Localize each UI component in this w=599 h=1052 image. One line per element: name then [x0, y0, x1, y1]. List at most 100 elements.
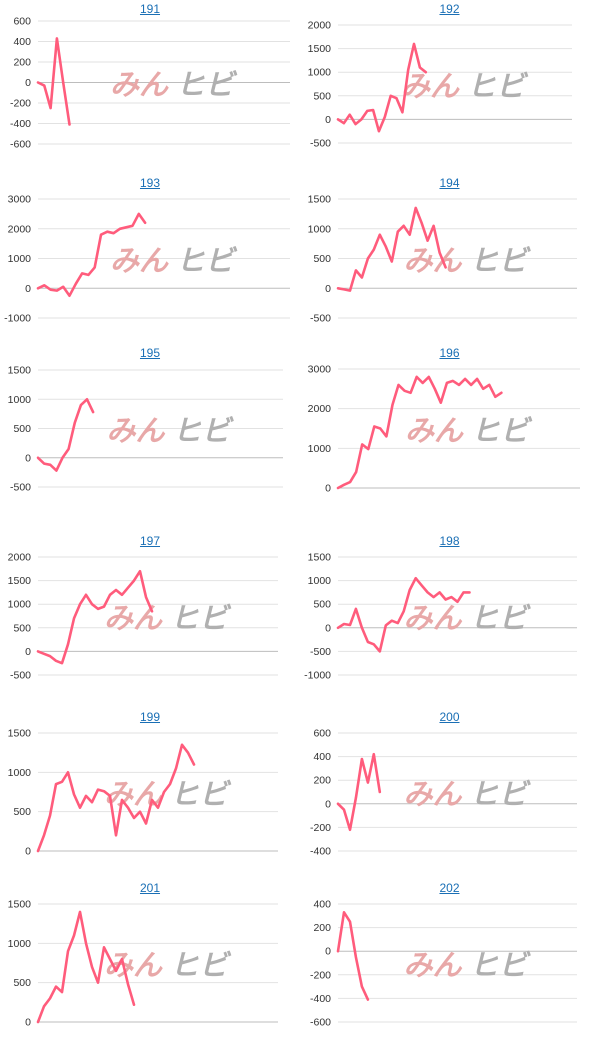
y-tick-label: 500: [13, 622, 31, 634]
chart-title-link[interactable]: 202: [439, 881, 460, 895]
watermark-logo: みん ヒビ: [405, 414, 533, 448]
y-tick-label: 0: [325, 483, 331, 495]
watermark-logo: みん ヒビ: [403, 244, 531, 278]
y-tick-label: 0: [25, 846, 31, 858]
watermark-logo: みん ヒビ: [403, 948, 531, 982]
y-tick-label: 1000: [308, 223, 332, 235]
chart-193: 193 3000 2000 1000 0 -1000 みん ヒビ: [0, 176, 300, 325]
y-tick-label: 1000: [8, 767, 32, 779]
series-line: [336, 206, 447, 292]
y-tick-label: 0: [325, 114, 331, 126]
y-tick-label: -400: [310, 846, 331, 858]
series-line: [336, 910, 370, 1001]
chart-title-link[interactable]: 192: [439, 2, 460, 16]
y-tick-label: 1500: [8, 899, 32, 911]
y-tick-label: 600: [13, 16, 31, 28]
y-tick-label: -500: [10, 670, 31, 682]
chart-192: 192 2000 1500 1000 500 0 -500 みん ヒビ: [300, 2, 599, 150]
y-tick-label: 0: [25, 646, 31, 658]
y-tick-label: -500: [310, 646, 331, 658]
y-tick-label: 0: [25, 283, 31, 295]
watermark-left: みん: [401, 69, 460, 103]
y-tick-label: 500: [313, 599, 331, 611]
chart-title-link[interactable]: 199: [139, 710, 161, 724]
y-tick-label: 500: [313, 90, 331, 102]
watermark-left: みん: [110, 244, 169, 278]
y-tick-label: 2000: [8, 552, 32, 564]
chart-title-link[interactable]: 197: [139, 534, 161, 548]
series-line: [36, 569, 154, 665]
chart-191: 191 600 400 200 0 -200 -400 -600 みん ヒビ: [0, 2, 300, 151]
y-tick-label: 400: [13, 36, 31, 48]
series-line: [36, 910, 136, 1024]
chart-title-link[interactable]: 195: [139, 346, 161, 360]
chart-title-link[interactable]: 191: [139, 2, 161, 16]
y-tick-label: 200: [313, 775, 331, 787]
y-tick-label: 1000: [8, 938, 32, 950]
y-tick-label: -500: [10, 482, 31, 494]
watermark-logo: みん ヒビ: [403, 777, 531, 811]
chart-title-link[interactable]: 198: [439, 534, 460, 548]
y-tick-label: 400: [313, 751, 331, 763]
y-tick-label: 0: [25, 1017, 31, 1029]
y-tick-label: 0: [325, 946, 331, 958]
y-tick-label: 3000: [8, 194, 32, 206]
y-tick-label: 1500: [8, 728, 32, 740]
y-tick-label: 600: [313, 728, 331, 740]
y-tick-label: 2000: [8, 223, 32, 235]
line-chart-plot: 2000 1500 1000 500 0 -500 みん ヒビ: [8, 552, 278, 682]
watermark-logo: みん ヒビ: [104, 601, 232, 635]
watermark-right: ヒビ: [470, 244, 532, 278]
chart-title-link[interactable]: 200: [439, 710, 460, 724]
y-tick-label: 1000: [8, 394, 32, 406]
y-tick-label: 200: [313, 922, 331, 934]
y-tick-label: 500: [13, 806, 31, 818]
line-chart-plot: 400 200 0 -200 -400 -600 みん ヒビ: [310, 899, 577, 1029]
line-chart-plot: 2000 1500 1000 500 0 -500 みん ヒビ: [308, 20, 572, 150]
chart-200: 200 600 400 200 0 -200 -400 みん ヒビ: [300, 710, 599, 858]
chart-title-link[interactable]: 201: [139, 881, 161, 895]
watermark-right: ヒビ: [170, 948, 232, 982]
y-tick-label: 1500: [308, 194, 332, 206]
watermark-right: ヒビ: [470, 777, 532, 811]
y-tick-label: 1000: [308, 443, 332, 455]
y-tick-label: -500: [310, 313, 331, 325]
y-tick-label: -200: [310, 822, 331, 834]
watermark-right: ヒビ: [170, 601, 232, 635]
y-tick-label: 0: [325, 622, 331, 634]
y-tick-label: -500: [310, 138, 331, 150]
watermark-left: みん: [403, 601, 462, 635]
watermark-left: みん: [104, 601, 163, 635]
y-tick-label: -600: [310, 1017, 331, 1029]
series-line: [336, 576, 471, 653]
chart-title-link[interactable]: 196: [439, 346, 460, 360]
y-tick-label: -400: [310, 993, 331, 1005]
y-tick-label: -400: [10, 118, 31, 130]
chart-194: 194 1500 1000 500 0 -500 みん ヒビ: [300, 176, 599, 325]
y-tick-label: 1500: [8, 575, 32, 587]
series-line: [336, 42, 428, 133]
chart-195: 195 1500 1000 500 0 -500 みん ヒビ: [0, 346, 300, 494]
series-line: [336, 752, 382, 832]
chart-title-link[interactable]: 194: [439, 176, 460, 190]
watermark-logo: みん ヒビ: [110, 68, 238, 102]
line-chart-plot: 3000 2000 1000 0 -1000 みん ヒビ: [4, 194, 290, 325]
chart-title-link[interactable]: 193: [139, 176, 161, 190]
watermark-left: みん: [104, 777, 163, 811]
watermark-right: ヒビ: [467, 69, 529, 103]
watermark-left: みん: [106, 414, 165, 448]
watermark-left: みん: [403, 948, 462, 982]
watermark-right: ヒビ: [173, 414, 235, 448]
y-tick-label: 0: [25, 452, 31, 464]
line-chart-plot: 3000 2000 1000 0 みん ヒビ: [308, 364, 580, 495]
line-chart-plot: 1500 1000 500 0 -500 みん ヒビ: [308, 194, 577, 325]
chart-201: 201 1500 1000 500 0 みん ヒビ: [0, 881, 300, 1029]
y-tick-label: 3000: [308, 364, 332, 376]
y-tick-label: 2000: [308, 403, 332, 415]
y-tick-label: 1000: [308, 575, 332, 587]
chart-199: 199 1500 1000 500 0 みん ヒビ: [0, 710, 300, 858]
y-tick-label: -600: [10, 139, 31, 151]
y-tick-label: 0: [325, 798, 331, 810]
y-tick-label: 1000: [8, 599, 32, 611]
